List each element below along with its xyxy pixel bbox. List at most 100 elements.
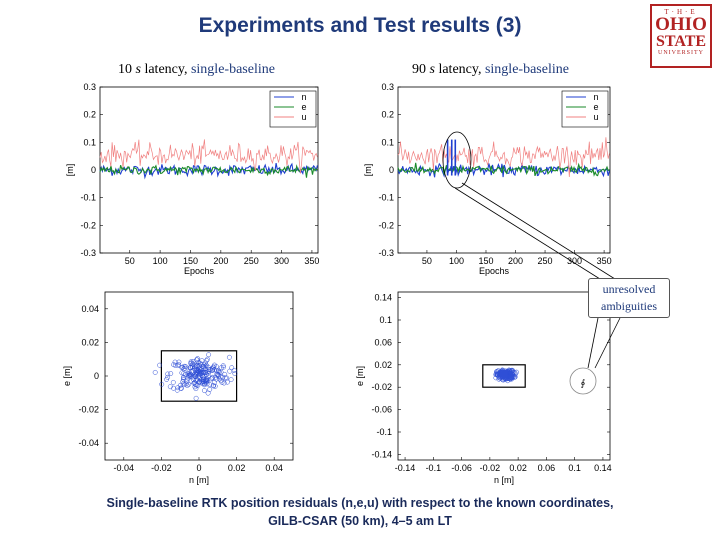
y-axis-label: [m]: [65, 164, 75, 177]
legend-label-n: n: [301, 92, 306, 102]
x-tick-label: 0.04: [265, 463, 283, 473]
x-tick-label: 300: [567, 256, 582, 266]
scatter-point: [189, 365, 195, 371]
scatter-point: [503, 372, 509, 378]
x-tick-label: 0.02: [509, 463, 527, 473]
leader-line: [461, 182, 616, 280]
x-tick-label: 200: [508, 256, 523, 266]
leader-line: [594, 317, 621, 369]
scatter-point: [197, 360, 203, 366]
scatter-point: [182, 365, 188, 371]
zoom-circle-symbol: ∮: [581, 378, 586, 388]
scatter-point: [203, 363, 208, 369]
x-tick-label: 100: [153, 256, 168, 266]
leader-line: [454, 187, 601, 280]
chart-time-series-90s: -0.3 -0.2 -0.1 0 0.1 0.2 0.3 50 100 150 200 250 300 3…: [363, 82, 612, 276]
scatter-point: [177, 382, 183, 388]
scatter-point: [172, 362, 178, 368]
x-tick-label: 150: [183, 256, 198, 266]
chart-scatter-90s: -0.14-0.1-0.06-0.020.020.060.10.14-0.14-…: [355, 291, 612, 485]
scatter-point: [178, 385, 184, 391]
scatter-point: [164, 376, 170, 382]
x-tick-label: 100: [449, 256, 464, 266]
callout-unresolved-ambiguities: unresolved ambiguities: [588, 278, 670, 318]
scatter-point: [220, 363, 226, 369]
scatter-point: [211, 364, 217, 370]
x-tick-label: 0.14: [594, 463, 612, 473]
y-tick-label: 0.2: [381, 110, 394, 120]
scatter-point: [165, 371, 171, 377]
scatter-point: [206, 352, 212, 358]
x-tick-label: 0.06: [538, 463, 556, 473]
y-tick-label: 0.3: [381, 82, 394, 92]
scatter-point: [226, 354, 232, 360]
y-tick-label: 0.04: [81, 304, 99, 314]
scatter-point: [500, 372, 506, 378]
scatter-point: [214, 371, 220, 377]
scatter-point: [191, 366, 197, 371]
scatter-point: [211, 367, 217, 373]
leader-line: [587, 317, 599, 369]
legend-label-n: n: [593, 92, 598, 102]
scatter-point: [193, 395, 199, 401]
scatter-point: [509, 368, 515, 374]
legend-label-e: e: [593, 102, 598, 112]
scatter-point: [210, 367, 215, 373]
legend-label-u: u: [593, 112, 598, 122]
slide-caption: Single-baseline RTK position residuals (…: [0, 494, 720, 530]
y-tick-label: 0.14: [374, 293, 392, 303]
scatter-point: [176, 362, 182, 368]
scatter-point: [218, 374, 224, 380]
scatter-point: [220, 364, 226, 370]
scatter-point: [220, 374, 226, 380]
subtitle-left-prefix: 10: [118, 62, 136, 77]
scatter-point: [224, 375, 230, 381]
subtitle-left: 10 s latency, single-baseline: [118, 62, 275, 78]
scatter-point: [180, 379, 186, 385]
x-tick-label: 250: [244, 256, 259, 266]
y-tick-label: -0.1: [80, 193, 96, 203]
y-tick-label: -0.14: [371, 449, 392, 459]
series-line-u: [99, 139, 318, 174]
x-tick-label: -0.02: [151, 463, 172, 473]
scatter-point: [197, 371, 203, 377]
zoom-circle: [569, 367, 597, 395]
scatter-point: [170, 379, 176, 385]
scatter-point: [202, 381, 208, 387]
caption-line-1: Single-baseline RTK position residuals (…: [106, 496, 614, 510]
y-axis-label: [m]: [363, 164, 373, 177]
scatter-point: [192, 384, 198, 390]
scatter-point: [219, 379, 225, 385]
y-tick-label: 0.1: [379, 315, 392, 325]
x-tick-label: -0.04: [114, 463, 135, 473]
x-tick-label: 0.1: [568, 463, 581, 473]
series-line-e: [99, 164, 318, 178]
x-tick-label: -0.1: [426, 463, 442, 473]
chart-time-series-10s: -0.3 -0.2 -0.1 0 0.1 0.2 0.3 50 100 150 200 250 300 3…: [65, 82, 319, 276]
ohio-state-logo: T·H·E OHIO STATE UNIVERSITY: [650, 4, 712, 68]
x-tick-label: 350: [597, 256, 612, 266]
y-tick-label: -0.2: [80, 220, 96, 230]
scatter-point: [195, 368, 201, 373]
y-tick-label: 0.02: [81, 337, 99, 347]
x-tick-label: 250: [538, 256, 553, 266]
series-line-n: [397, 162, 610, 178]
scatter-point: [507, 368, 513, 374]
y-tick-label: 0.3: [83, 82, 96, 92]
scatter-point: [194, 357, 200, 363]
y-tick-label: -0.02: [78, 405, 99, 415]
x-tick-label: 50: [422, 256, 432, 266]
scatter-point: [199, 358, 205, 364]
slide-title: Experiments and Test results (3): [198, 14, 522, 37]
scatter-point: [203, 379, 209, 385]
scatter-point: [503, 374, 509, 379]
caption-line-2: GILB-CSAR (50 km), 4–5 am LT: [268, 514, 452, 528]
callout-leader-lines: ∮: [442, 131, 621, 395]
scatter-point: [188, 360, 194, 366]
scatter-point: [197, 374, 203, 380]
y-axis-label: e [m]: [355, 366, 365, 386]
scatter-point: [178, 385, 184, 391]
x-axis-label: n [m]: [494, 475, 514, 485]
y-tick-label: -0.3: [378, 248, 394, 258]
scatter-point: [201, 378, 207, 384]
